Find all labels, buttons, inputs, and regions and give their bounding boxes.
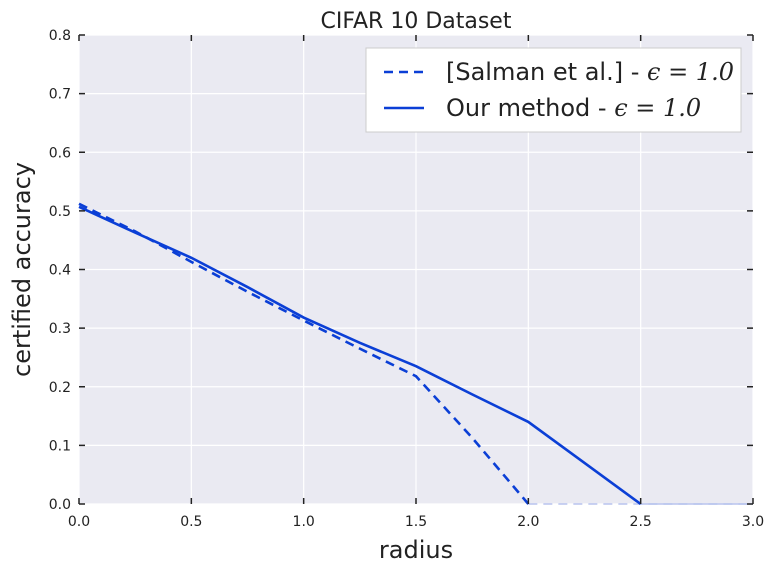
y-tick-label: 0.0 (49, 497, 71, 513)
x-tick-label: 0.5 (180, 514, 202, 530)
x-tick-label: 0.0 (68, 514, 90, 530)
legend-label: [Salman et al.] - ϵ = 1.0 (446, 58, 734, 86)
series-line (78, 205, 642, 506)
y-tick-label: 0.3 (49, 321, 71, 337)
y-tick-label: 0.8 (49, 28, 71, 44)
legend-label-text: [Salman et al.] - (446, 58, 647, 86)
chart-title: CIFAR 10 Dataset (321, 9, 512, 34)
axis-ticks: 0.0 0.1 0.2 0.3 0.4 0.5 0.6 0.7 0.8 0.0 0.5 1.0 1.5 2… (49, 28, 764, 530)
y-tick-label: 0.6 (49, 145, 71, 161)
x-tick-label: 2.0 (517, 514, 539, 530)
legend-label: Our method - ϵ = 1.0 (446, 94, 701, 122)
x-axis-label: radius (379, 536, 453, 564)
y-tick-label: 0.7 (49, 87, 71, 103)
y-tick-label: 0.5 (49, 204, 71, 220)
y-tick-label: 0.4 (49, 263, 71, 279)
legend-label-math: ϵ = 1.0 (647, 58, 734, 86)
x-tick-label: 2.5 (630, 514, 652, 530)
x-tick-label: 1.5 (405, 514, 427, 530)
legend-label-math: ϵ = 1.0 (614, 94, 701, 122)
legend-label-text: Our method - (446, 94, 614, 122)
x-tick-label: 1.0 (293, 514, 315, 530)
y-tick-label: 0.1 (49, 438, 71, 454)
series-1 (78, 205, 753, 506)
legend-box (365, 47, 742, 133)
x-tick-label: 3.0 (742, 514, 764, 530)
y-tick-label: 0.2 (49, 380, 71, 396)
y-axis-label: certified accuracy (8, 162, 36, 377)
